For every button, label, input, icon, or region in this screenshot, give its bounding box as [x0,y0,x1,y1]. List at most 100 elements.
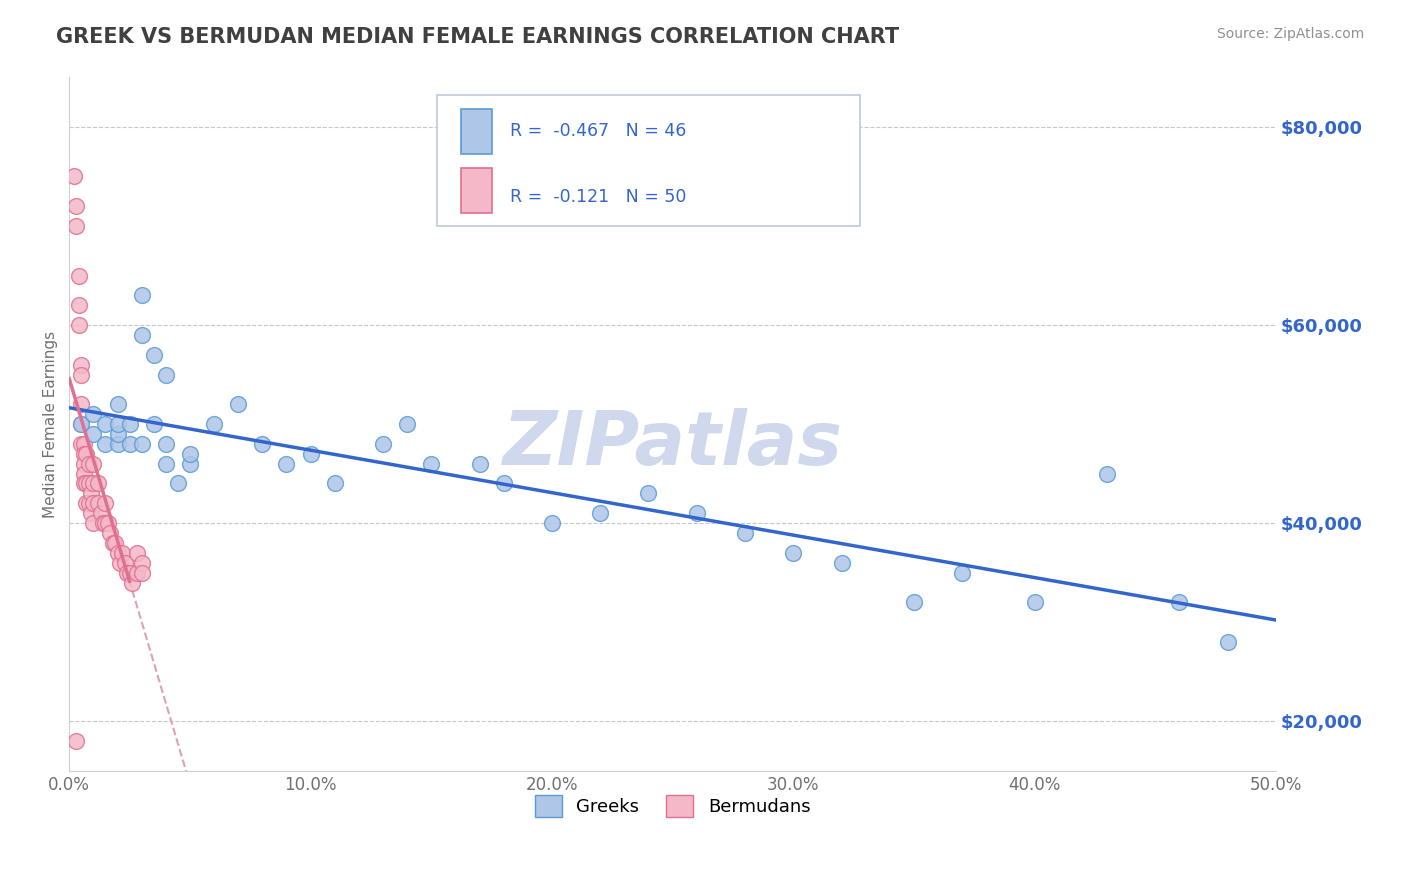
Point [396,417,419,431]
Point [131,556,153,570]
Point [115,566,138,580]
Point [94,437,117,451]
Point [70,358,93,372]
Point [87,496,110,510]
Text: Source: ZipAtlas.com: Source: ZipAtlas.com [1216,27,1364,41]
Y-axis label: Median Female Earnings: Median Female Earnings [44,331,58,517]
Legend: Greeks, Bermudans: Greeks, Bermudans [527,788,818,824]
FancyBboxPatch shape [461,109,492,153]
Point [94,516,117,530]
Point [299,447,322,461]
Point [131,566,153,580]
Point [80,486,103,500]
Point [94,417,117,431]
Point [131,288,153,302]
Point [82,496,104,510]
Point [118,417,141,431]
Point [734,526,756,541]
Point [155,437,177,451]
Point [70,368,93,382]
Point [82,457,104,471]
Point [77,496,100,510]
Point [77,457,100,471]
FancyBboxPatch shape [461,168,492,212]
Point [80,506,103,520]
Point [950,566,973,580]
Point [637,486,659,500]
Point [67,298,90,312]
Point [90,506,112,520]
FancyBboxPatch shape [437,95,859,227]
Point [82,427,104,442]
Point [179,457,201,471]
Point [82,476,104,491]
Point [107,437,129,451]
Point [492,476,515,491]
Point [65,734,87,748]
Point [125,546,148,560]
Point [155,457,177,471]
Point [903,595,925,609]
Text: R =  -0.467   N = 46: R = -0.467 N = 46 [510,122,686,140]
Point [131,327,153,342]
Point [202,417,225,431]
Point [831,556,853,570]
Text: R =  -0.121   N = 50: R = -0.121 N = 50 [510,188,686,206]
Point [1024,595,1046,609]
Text: ZIPatlas: ZIPatlas [502,409,842,482]
Point [1095,467,1118,481]
Point [111,546,134,560]
Point [108,556,131,570]
Point [73,476,96,491]
Point [77,476,100,491]
Point [371,437,394,451]
Text: GREEK VS BERMUDAN MEDIAN FEMALE EARNINGS CORRELATION CHART: GREEK VS BERMUDAN MEDIAN FEMALE EARNINGS… [56,27,900,46]
Point [104,536,127,550]
Point [87,476,110,491]
Point [252,437,274,451]
Point [82,407,104,421]
Point [323,476,346,491]
Point [541,516,564,530]
Point [179,447,201,461]
Point [107,546,129,560]
Point [75,476,97,491]
Point [589,506,612,520]
Point [107,427,129,442]
Point [118,437,141,451]
Point [75,496,97,510]
Point [686,506,709,520]
Point [98,526,121,541]
Point [131,437,153,451]
Point [70,417,93,431]
Point [142,417,165,431]
Point [166,476,188,491]
Point [65,219,87,233]
Point [226,397,249,411]
Point [75,447,97,461]
Point [107,397,129,411]
Point [73,447,96,461]
Point [142,348,165,362]
Point [125,566,148,580]
Point [1216,635,1239,649]
Point [65,199,87,213]
Point [155,368,177,382]
Point [107,417,129,431]
Point [73,457,96,471]
Point [67,268,90,283]
Point [782,546,804,560]
Point [70,417,93,431]
Point [276,457,298,471]
Point [1168,595,1191,609]
Point [73,437,96,451]
Point [91,516,114,530]
Point [468,457,491,471]
Point [420,457,443,471]
Point [121,575,143,590]
Point [70,397,93,411]
Point [101,536,124,550]
Point [70,437,93,451]
Point [114,556,136,570]
Point [63,169,86,184]
